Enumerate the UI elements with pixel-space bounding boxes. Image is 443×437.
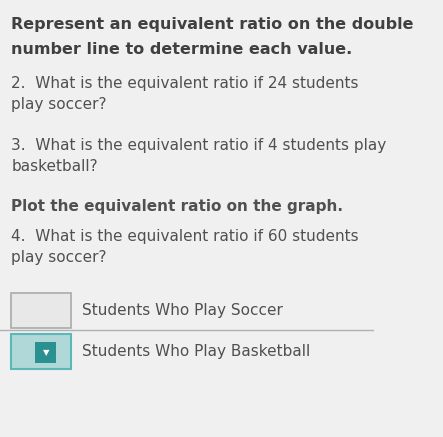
Text: Students Who Play Soccer: Students Who Play Soccer — [82, 303, 283, 318]
Text: 4.  What is the equivalent ratio if 60 students
play soccer?: 4. What is the equivalent ratio if 60 st… — [11, 229, 359, 265]
Text: 2.  What is the equivalent ratio if 24 students
play soccer?: 2. What is the equivalent ratio if 24 st… — [11, 76, 359, 112]
Text: Plot the equivalent ratio on the graph.: Plot the equivalent ratio on the graph. — [11, 199, 343, 214]
FancyBboxPatch shape — [11, 334, 71, 369]
Text: ▼: ▼ — [43, 348, 49, 357]
Text: Represent an equivalent ratio on the double: Represent an equivalent ratio on the dou… — [11, 17, 414, 32]
FancyBboxPatch shape — [35, 342, 56, 363]
Text: 3.  What is the equivalent ratio if 4 students play
basketball?: 3. What is the equivalent ratio if 4 stu… — [11, 138, 386, 173]
Text: number line to determine each value.: number line to determine each value. — [11, 42, 353, 56]
FancyBboxPatch shape — [11, 293, 71, 328]
Text: Students Who Play Basketball: Students Who Play Basketball — [82, 344, 311, 359]
